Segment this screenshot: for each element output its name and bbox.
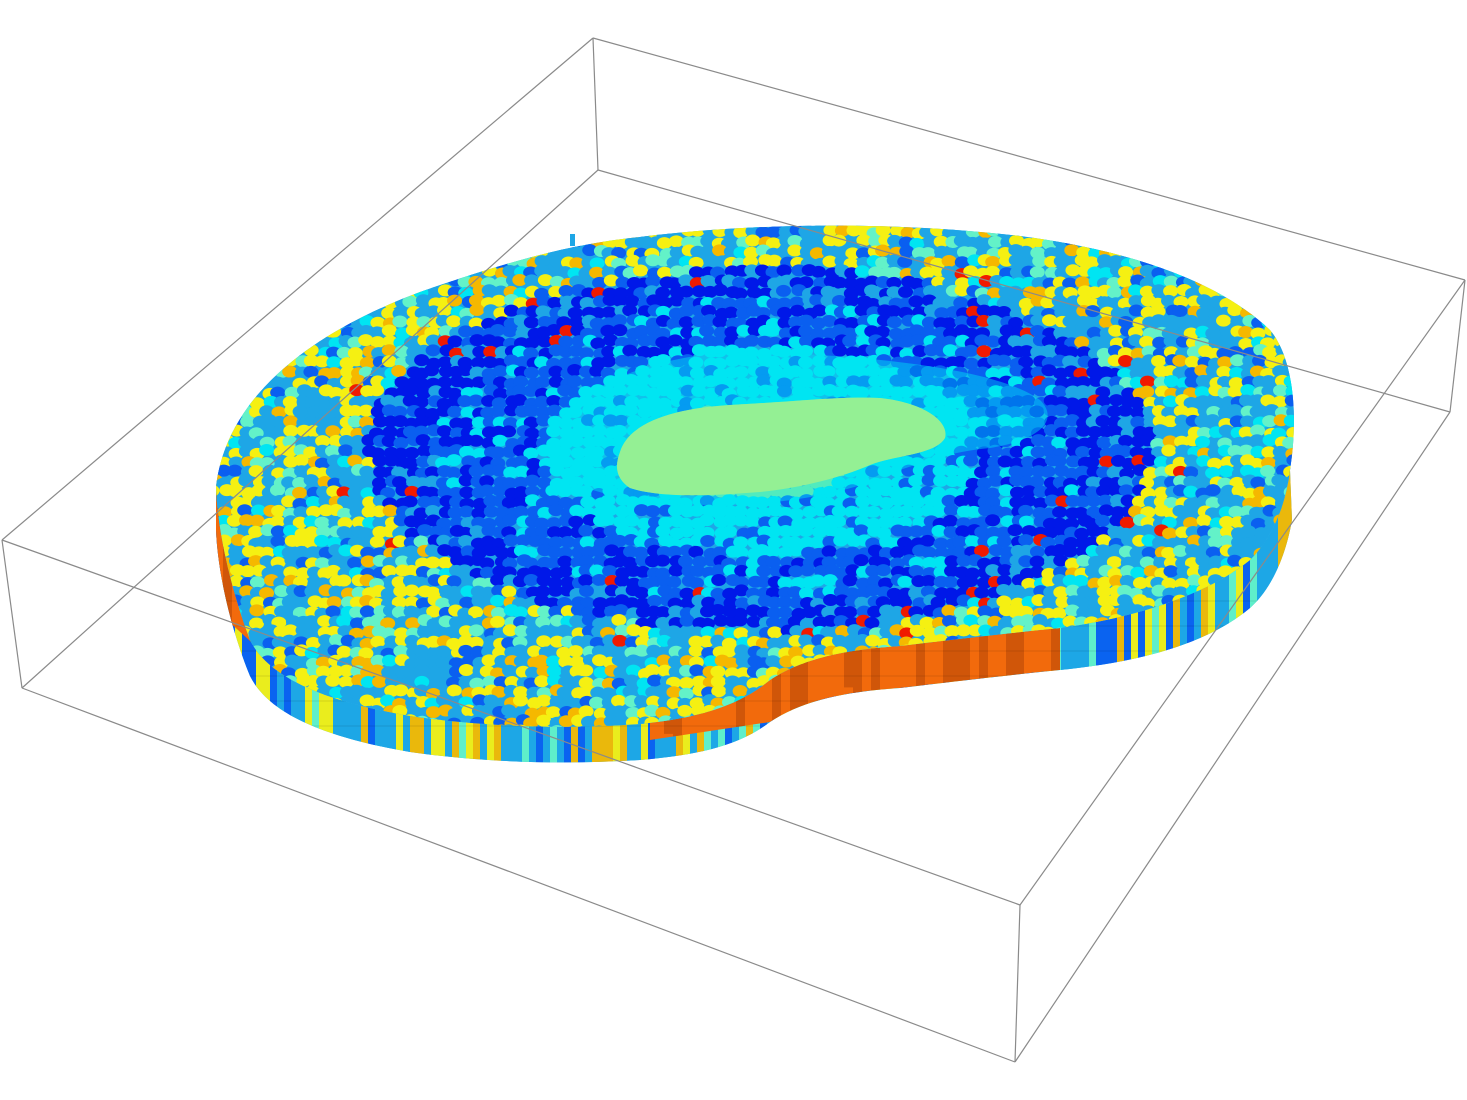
surface-protrusion: [570, 234, 575, 246]
bounding-box-back: [1, 37, 1466, 541]
voxel-top-surface: [216, 225, 1294, 727]
bounding-box-front: [1, 169, 1466, 1063]
